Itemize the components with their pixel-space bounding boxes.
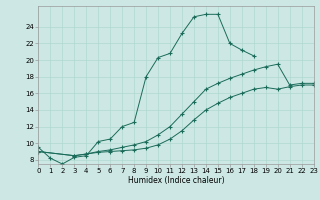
- X-axis label: Humidex (Indice chaleur): Humidex (Indice chaleur): [128, 176, 224, 185]
